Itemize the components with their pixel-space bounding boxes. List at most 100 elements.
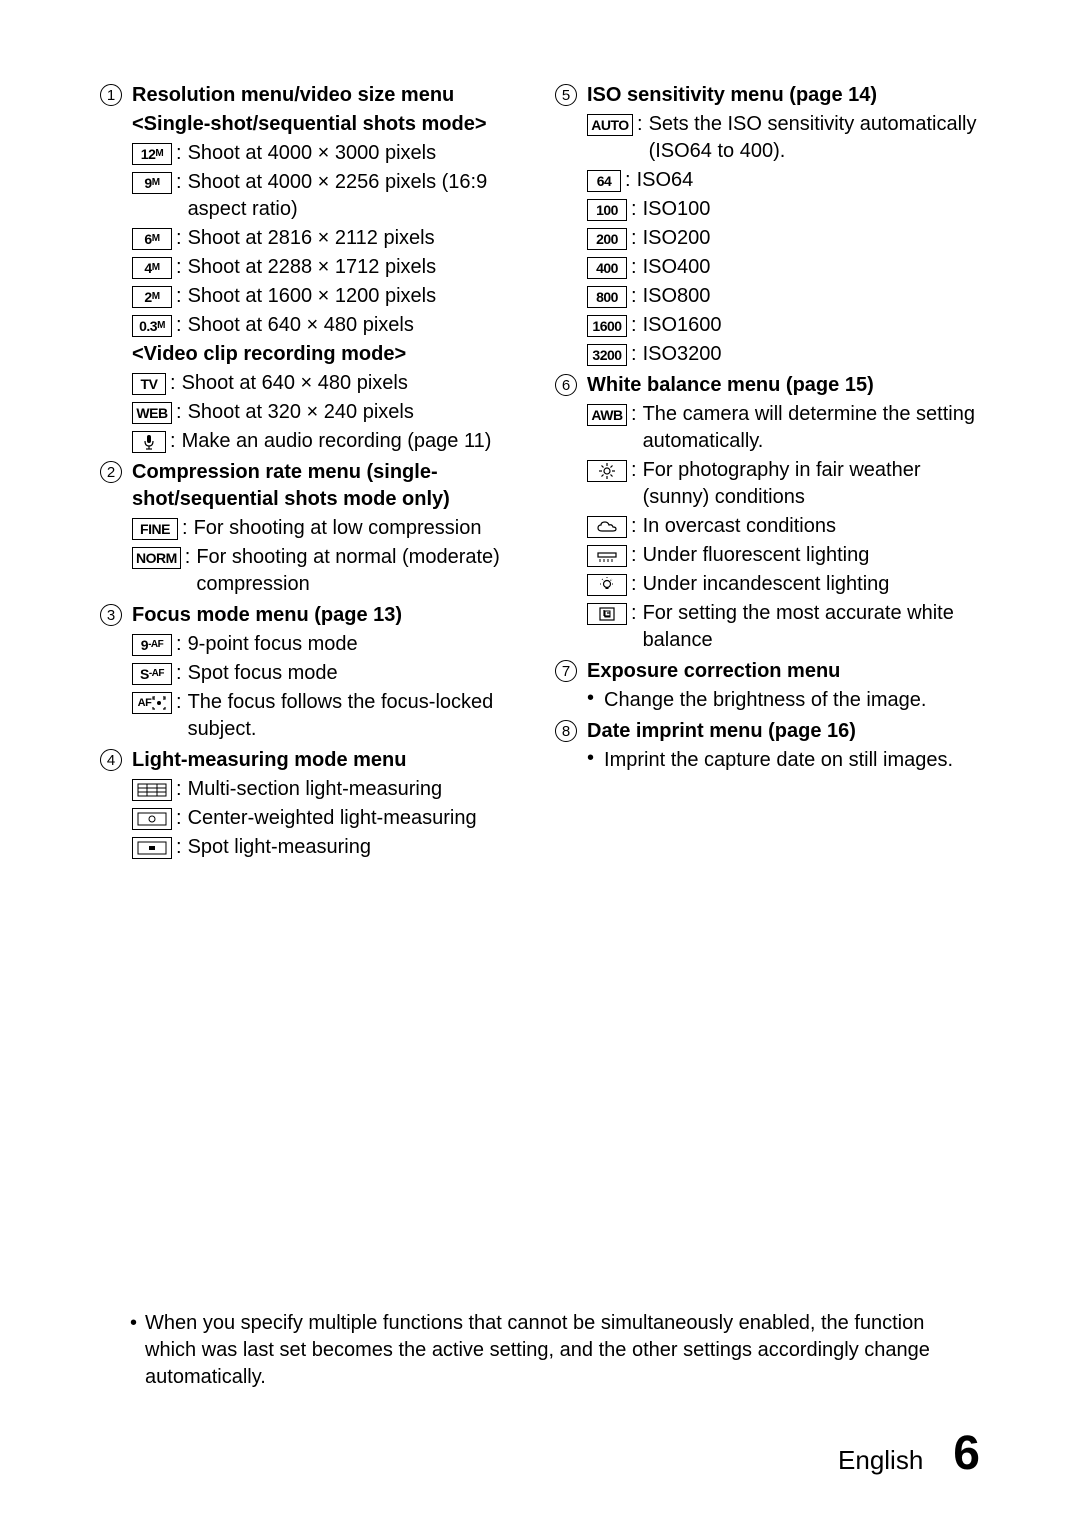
desc-fluor: Under fluorescent lighting [643, 542, 870, 569]
desc-iso-3200: ISO3200 [643, 341, 722, 368]
circled-7: 7 [555, 660, 577, 682]
icon-03m: 0.3M [132, 315, 172, 337]
bullet-icon: • [587, 747, 594, 770]
desc-03m: Shoot at 640 × 480 pixels [188, 312, 414, 339]
sun-icon [587, 460, 627, 482]
multi-meter-icon [132, 779, 172, 801]
desc-tv: Shoot at 640 × 480 pixels [182, 370, 408, 397]
icon-2m: 2M [132, 286, 172, 308]
incandescent-icon [587, 574, 627, 596]
desc-spot: Spot light-measuring [188, 834, 371, 861]
icon-12m: 12M [132, 143, 172, 165]
icon-9af: 9-AF [132, 634, 172, 656]
icon-iso-1600: 1600 [587, 315, 627, 337]
desc-incan: Under incandescent lighting [643, 571, 890, 598]
desc-iso-200: ISO200 [643, 225, 711, 252]
desc-iso-1600: ISO1600 [643, 312, 722, 339]
desc-exposure: Change the brightness of the image. [604, 687, 926, 714]
section-focus: 3 Focus mode menu (page 13) 9-AF:9-point… [100, 602, 525, 743]
heading-focus: Focus mode menu (page 13) [132, 602, 402, 629]
icon-iso-64: 64 [587, 170, 621, 192]
center-meter-icon [132, 808, 172, 830]
desc-center: Center-weighted light-measuring [188, 805, 477, 832]
desc-awb: The camera will determine the setting au… [643, 401, 980, 455]
desc-12m: Shoot at 4000 × 3000 pixels [188, 140, 437, 167]
desc-aftrack: The focus follows the focus-locked subje… [188, 689, 525, 743]
page-footer: English 6 [838, 1426, 980, 1481]
section-wb: 6 White balance menu (page 15) AWB:The c… [555, 372, 980, 654]
desc-iso-800: ISO800 [643, 283, 711, 310]
desc-9m: Shoot at 4000 × 2256 pixels (16:9 aspect… [188, 169, 525, 223]
desc-iso-400: ISO400 [643, 254, 711, 281]
footer-page-number: 6 [953, 1426, 980, 1481]
section-date: 8 Date imprint menu (page 16) • Imprint t… [555, 718, 980, 774]
desc-norm: For shooting at normal (moderate) compre… [196, 544, 525, 598]
section-compression: 2 Compression rate menu (single-shot/seq… [100, 459, 525, 598]
desc-preset: For setting the most accurate white bala… [643, 600, 980, 654]
desc-date: Imprint the capture date on still images… [604, 747, 953, 774]
icon-iso-100: 100 [587, 199, 627, 221]
icon-iso-200: 200 [587, 228, 627, 250]
cloud-icon [587, 516, 627, 538]
desc-4m: Shoot at 2288 × 1712 pixels [188, 254, 437, 281]
desc-multi: Multi-section light-measuring [188, 776, 443, 803]
circled-4: 4 [100, 749, 122, 771]
icon-6m: 6M [132, 228, 172, 250]
right-column: 5 ISO sensitivity menu (page 14) AUTO:Se… [555, 82, 980, 865]
icon-iso-auto: AUTO [587, 114, 633, 136]
icon-norm: NORM [132, 547, 181, 569]
heading-iso: ISO sensitivity menu (page 14) [587, 82, 877, 109]
icon-web: WEB [132, 402, 172, 424]
icon-iso-3200: 3200 [587, 344, 627, 366]
circled-8: 8 [555, 720, 577, 742]
section-light: 4 Light-measuring mode menu :Multi-secti… [100, 747, 525, 861]
heading-compression: Compression rate menu (single-shot/seque… [132, 459, 525, 513]
icon-4m: 4M [132, 257, 172, 279]
hint-bullet-icon: • [130, 1310, 137, 1337]
icon-awb: AWB [587, 404, 627, 426]
af-track-icon: AF [132, 692, 172, 714]
desc-iso-100: ISO100 [643, 196, 711, 223]
heading-wb: White balance menu (page 15) [587, 372, 874, 399]
icon-saf: S-AF [132, 663, 172, 685]
heading-exposure: Exposure correction menu [587, 658, 840, 685]
icon-fine: FINE [132, 518, 178, 540]
footer-language: English [838, 1445, 923, 1476]
circled-6: 6 [555, 374, 577, 396]
desc-2m: Shoot at 1600 × 1200 pixels [188, 283, 437, 310]
hint-block: • When you specify multiple functions th… [100, 1310, 980, 1391]
desc-audio: Make an audio recording (page 11) [182, 428, 492, 455]
circled-5: 5 [555, 84, 577, 106]
circled-3: 3 [100, 604, 122, 626]
fluorescent-icon [587, 545, 627, 567]
bullet-icon: • [587, 687, 594, 710]
section-exposure: 7 Exposure correction menu • Change the b… [555, 658, 980, 714]
content-columns: 1 Resolution menu/video size menu <Singl… [100, 82, 980, 865]
desc-saf: Spot focus mode [188, 660, 338, 687]
heading-date: Date imprint menu (page 16) [587, 718, 856, 745]
desc-cloud: In overcast conditions [643, 513, 836, 540]
icon-iso-400: 400 [587, 257, 627, 279]
desc-web: Shoot at 320 × 240 pixels [188, 399, 414, 426]
heading-resolution: Resolution menu/video size menu [132, 82, 454, 109]
section-resolution: 1 Resolution menu/video size menu <Singl… [100, 82, 525, 455]
heading-light: Light-measuring mode menu [132, 747, 406, 774]
circled-1: 1 [100, 84, 122, 106]
preset-wb-icon [587, 603, 627, 625]
hint-text: When you specify multiple functions that… [145, 1310, 980, 1391]
desc-6m: Shoot at 2816 × 2112 pixels [188, 225, 435, 252]
subheading-shots-mode: <Single-shot/sequential shots mode> [132, 111, 525, 138]
desc-iso-auto: Sets the ISO sensitivity automatically (… [649, 111, 980, 165]
desc-9af: 9-point focus mode [188, 631, 358, 658]
subheading-video-mode: <Video clip recording mode> [132, 341, 525, 368]
spot-meter-icon [132, 837, 172, 859]
icon-tv: TV [132, 373, 166, 395]
section-iso: 5 ISO sensitivity menu (page 14) AUTO:Se… [555, 82, 980, 368]
circled-2: 2 [100, 461, 122, 483]
desc-fine: For shooting at low compression [194, 515, 482, 542]
mic-icon [132, 431, 166, 453]
left-column: 1 Resolution menu/video size menu <Singl… [100, 82, 525, 865]
icon-iso-800: 800 [587, 286, 627, 308]
desc-iso-64: ISO64 [637, 167, 694, 194]
icon-9m: 9M [132, 172, 172, 194]
